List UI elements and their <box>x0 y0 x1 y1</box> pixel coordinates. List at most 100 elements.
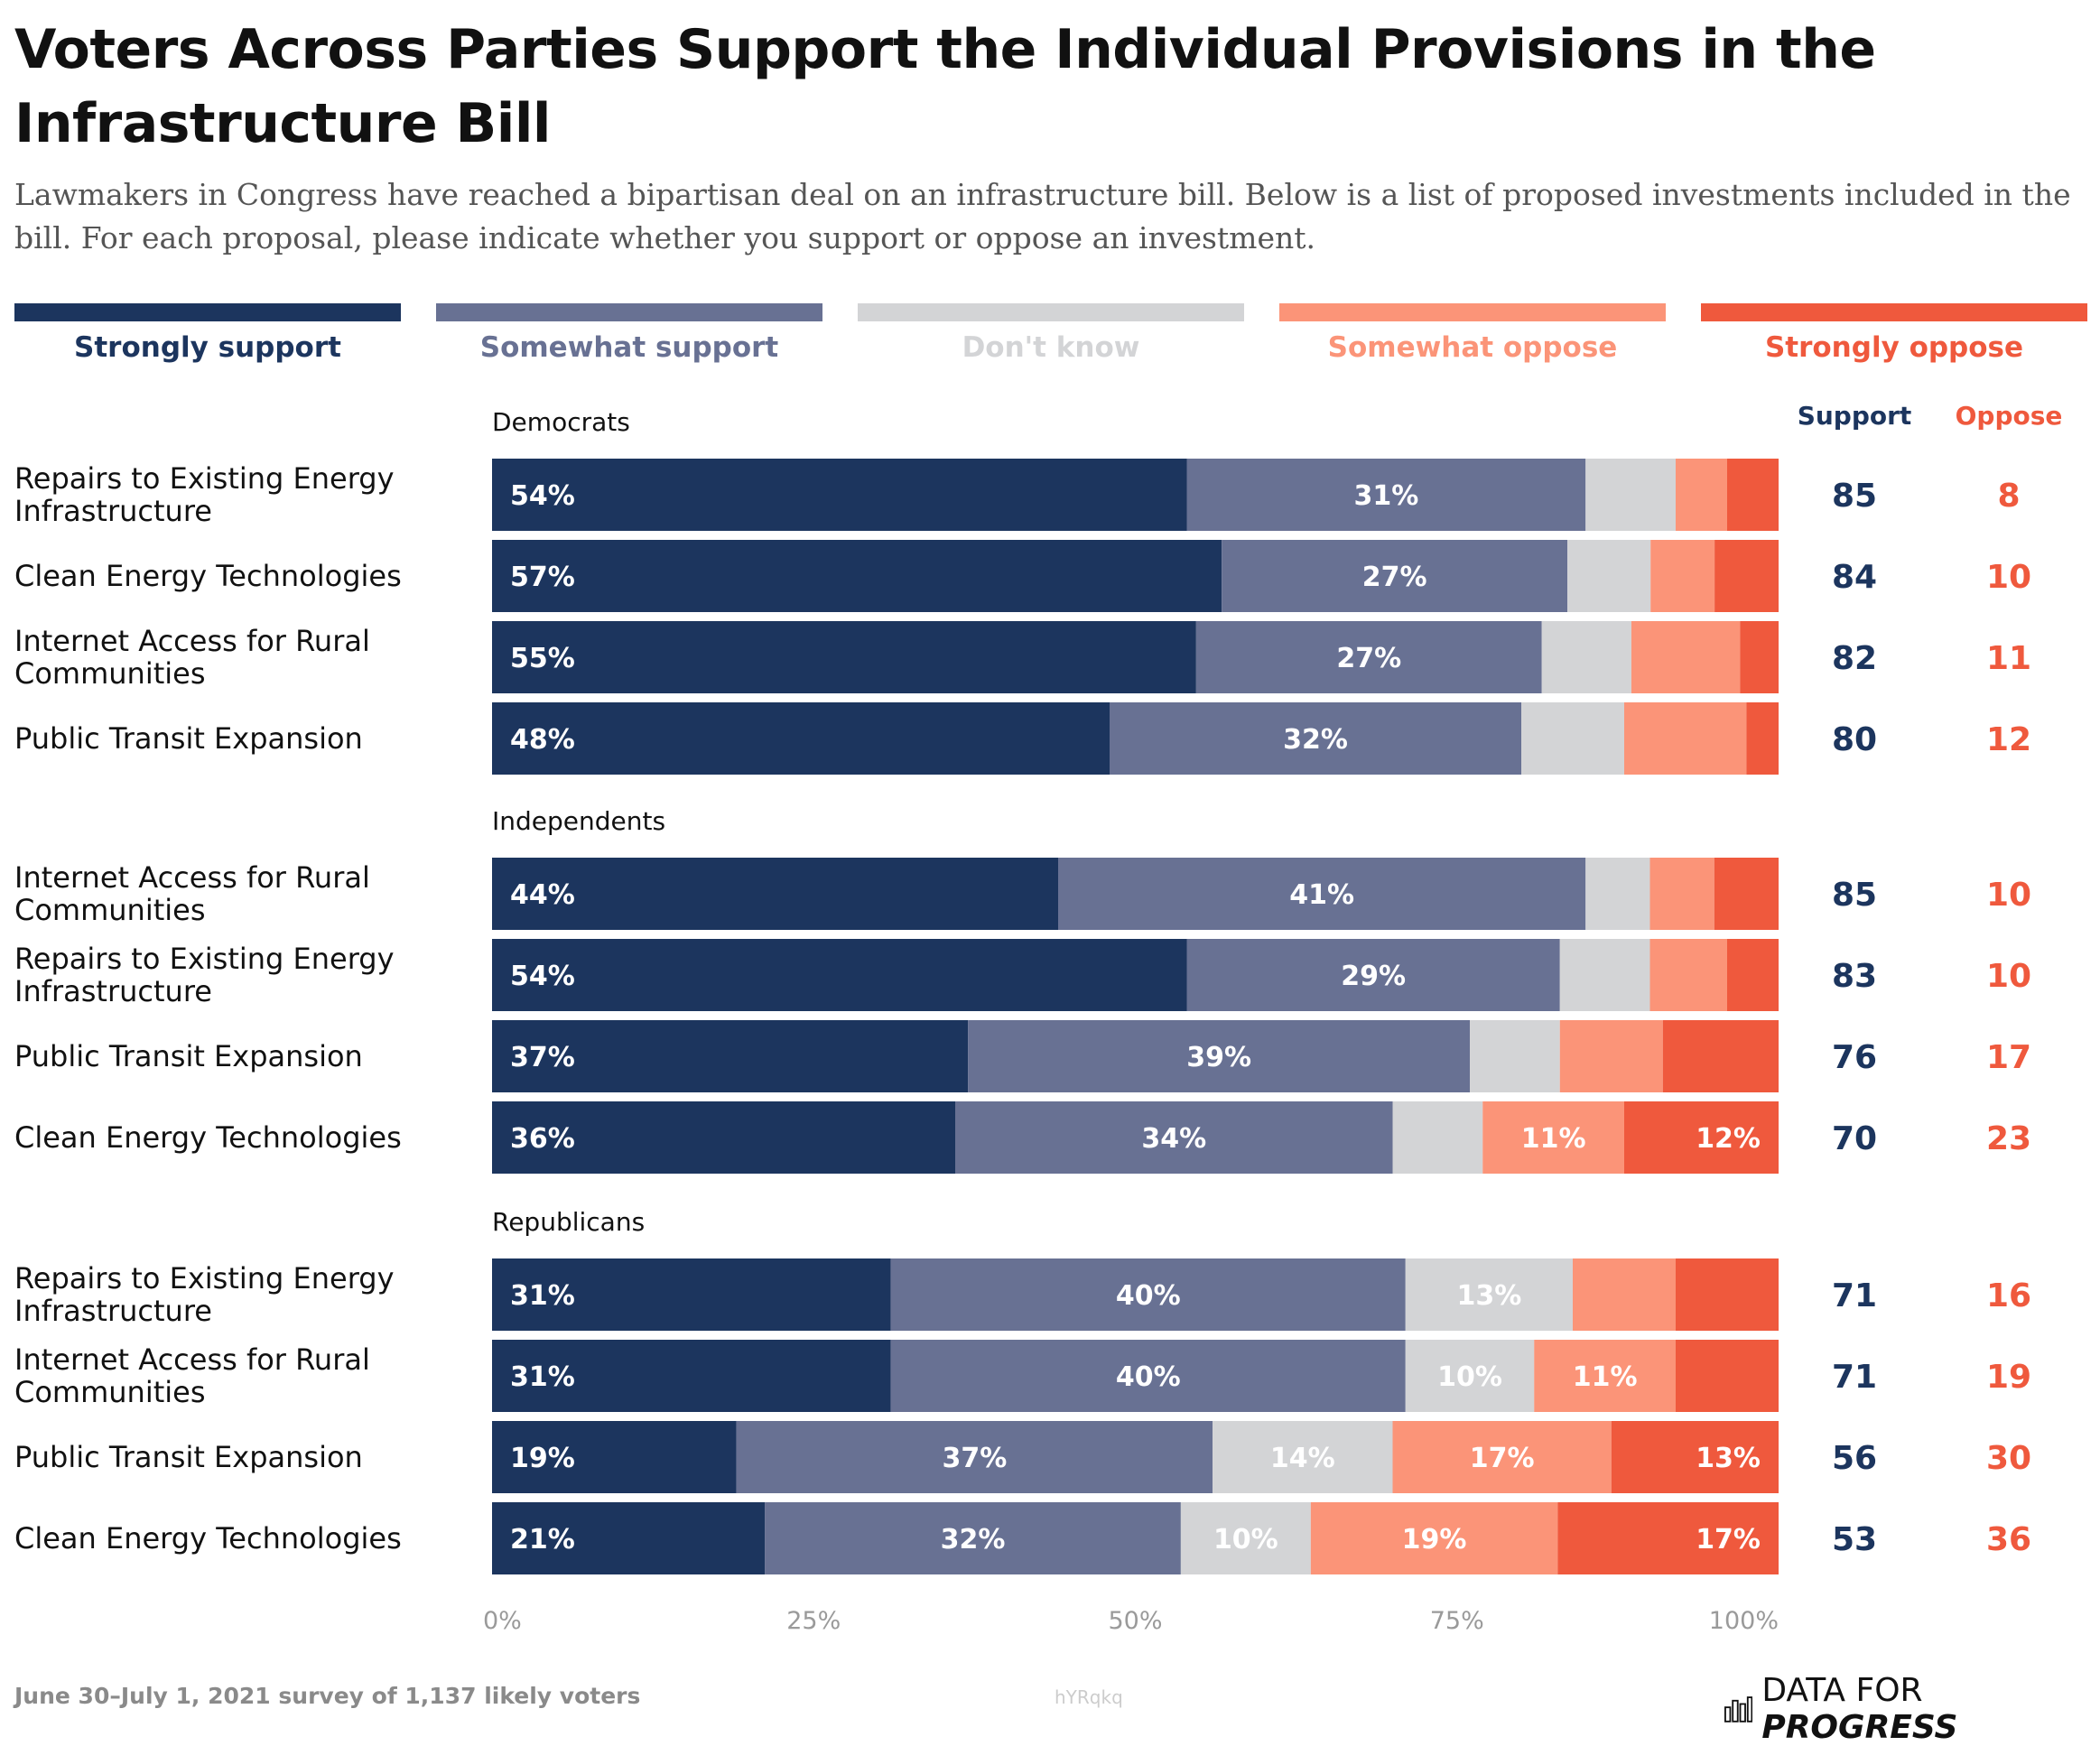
bar-segment-strongly-support <box>492 459 1187 531</box>
support-value: 84 <box>1832 559 1877 596</box>
row-label-line: Public Transit Expansion <box>14 1039 363 1073</box>
legend-label-don-t-know: Don't know <box>962 331 1140 364</box>
oppose-value: 23 <box>1986 1120 2031 1157</box>
bar-segment-somewhat-support <box>765 1502 1181 1574</box>
bar-segment-strongly-support <box>492 858 1058 930</box>
bar-segment-don-t-know <box>1213 1421 1393 1493</box>
legend-label-strongly-oppose: Strongly oppose <box>1765 331 2023 364</box>
oppose-value: 30 <box>1986 1440 2031 1477</box>
oppose-value: 11 <box>1986 640 2031 677</box>
bar-chart-icon <box>1724 1696 1753 1723</box>
bar-segment-don-t-know <box>1405 1340 1535 1412</box>
row-label-line: Repairs to Existing Energy <box>14 461 395 496</box>
bar-segment-strongly-support <box>492 939 1187 1011</box>
bar-segment-strongly-support <box>492 1258 891 1331</box>
data-label: 17% <box>1470 1443 1535 1474</box>
data-label: 11% <box>1521 1123 1586 1155</box>
data-label: 19% <box>510 1443 575 1474</box>
row-label: Public Transit Expansion <box>14 1440 363 1474</box>
group-label-republicans: Republicans <box>492 1207 645 1237</box>
oppose-value: 36 <box>1986 1521 2031 1558</box>
chart-title: Voters Across Parties Support the Indivi… <box>14 18 1876 155</box>
bar-segment-don-t-know <box>1541 621 1631 693</box>
bar-segment-somewhat-support <box>890 1340 1406 1412</box>
footer-source: June 30–July 1, 2021 survey of 1,137 lik… <box>14 1683 641 1709</box>
support-column-header: Support <box>1798 401 1912 431</box>
row-label-line: Infrastructure <box>14 494 212 528</box>
bar-segment-somewhat-support <box>736 1421 1213 1493</box>
data-label: 29% <box>1341 961 1406 992</box>
bar-segment-don-t-know <box>1585 459 1676 531</box>
oppose-value: 10 <box>1986 958 2031 995</box>
data-label: 12% <box>1696 1123 1761 1155</box>
bar-segment-strongly-support <box>492 1502 766 1574</box>
row-label: Internet Access for Rural Communities <box>14 1342 370 1409</box>
bar-segment-strongly-oppose <box>1611 1421 1779 1493</box>
row-label-line: Communities <box>14 656 206 691</box>
bar-segment-somewhat-oppose <box>1310 1502 1558 1574</box>
row-label: Repairs to Existing Energy Infrastructure <box>14 1261 395 1328</box>
data-label: 13% <box>1456 1280 1521 1312</box>
data-label: 31% <box>510 1280 575 1312</box>
support-value: 53 <box>1832 1521 1877 1558</box>
bar-segment-somewhat-oppose <box>1392 1421 1612 1493</box>
row-label: Public Transit Expansion <box>14 721 363 756</box>
bar-segment-somewhat-oppose <box>1649 939 1727 1011</box>
bar-segment-strongly-oppose <box>1727 459 1779 531</box>
row-label-line: Internet Access for Rural <box>14 1342 370 1377</box>
row-label-line: Clean Energy Technologies <box>14 1120 402 1155</box>
bar-segment-strongly-support <box>492 1340 891 1412</box>
support-value: 56 <box>1832 1440 1877 1477</box>
group-label-independents: Independents <box>492 806 665 836</box>
bar-segment-somewhat-support <box>1110 702 1521 775</box>
row-label-line: Internet Access for Rural <box>14 860 370 895</box>
row-label-line: Public Transit Expansion <box>14 1440 363 1474</box>
bar-segment-don-t-know <box>1559 939 1650 1011</box>
data-label: 21% <box>510 1524 575 1556</box>
bar-segment-somewhat-oppose <box>1559 1020 1663 1092</box>
x-tick-label: 75% <box>1430 1607 1484 1635</box>
oppose-value: 16 <box>1986 1277 2031 1314</box>
data-for-progress-logo: DATA FOR PROGRESS <box>1724 1672 2100 1746</box>
data-label: 36% <box>510 1123 575 1155</box>
data-label: 57% <box>510 562 575 593</box>
bar-segment-don-t-know <box>1585 858 1650 930</box>
logo-suffix: PROGRESS <box>1761 1709 1958 1746</box>
bar-segment-somewhat-oppose <box>1534 1340 1676 1412</box>
bar-segment-somewhat-oppose <box>1482 1101 1624 1174</box>
legend-label-somewhat-oppose: Somewhat oppose <box>1328 331 1618 364</box>
data-label: 19% <box>1402 1524 1467 1556</box>
row-label: Public Transit Expansion <box>14 1039 363 1073</box>
bar-segment-strongly-oppose <box>1557 1502 1779 1574</box>
bar-segment-somewhat-oppose <box>1624 702 1747 775</box>
x-tick-label: 0% <box>483 1607 522 1635</box>
row-label: Clean Energy Technologies <box>14 1521 402 1556</box>
row-label-line: Infrastructure <box>14 1294 212 1328</box>
bar-segment-strongly-oppose <box>1676 1340 1779 1412</box>
data-label: 34% <box>1141 1123 1206 1155</box>
bar-segment-somewhat-oppose <box>1573 1258 1676 1331</box>
bar-segment-strongly-support <box>492 540 1222 612</box>
data-label: 13% <box>1696 1443 1761 1474</box>
support-value: 82 <box>1832 640 1877 677</box>
legend-swatch-somewhat-oppose <box>1279 303 1666 321</box>
data-label: 10% <box>1437 1361 1502 1393</box>
row-label-line: Internet Access for Rural <box>14 624 370 658</box>
x-tick-label: 100% <box>1709 1607 1779 1635</box>
bar-segment-don-t-know <box>1521 702 1624 775</box>
row-label-line: Communities <box>14 893 206 927</box>
bar-segment-strongly-support <box>492 1421 737 1493</box>
bar-segment-don-t-know <box>1405 1258 1573 1331</box>
bar-segment-somewhat-support <box>968 1020 1470 1092</box>
bar-segment-strongly-oppose <box>1746 702 1779 775</box>
row-label: Repairs to Existing Energy Infrastructure <box>14 461 395 528</box>
row-label-line: Repairs to Existing Energy <box>14 1261 395 1296</box>
bar-segment-somewhat-support <box>1058 858 1586 930</box>
support-value: 71 <box>1832 1277 1877 1314</box>
oppose-value: 17 <box>1986 1039 2031 1076</box>
bar-segment-somewhat-support <box>1195 621 1542 693</box>
row-label-line: Repairs to Existing Energy <box>14 942 395 976</box>
data-label: 54% <box>510 480 575 512</box>
bar-segment-somewhat-oppose <box>1650 540 1715 612</box>
data-label: 31% <box>1353 480 1418 512</box>
